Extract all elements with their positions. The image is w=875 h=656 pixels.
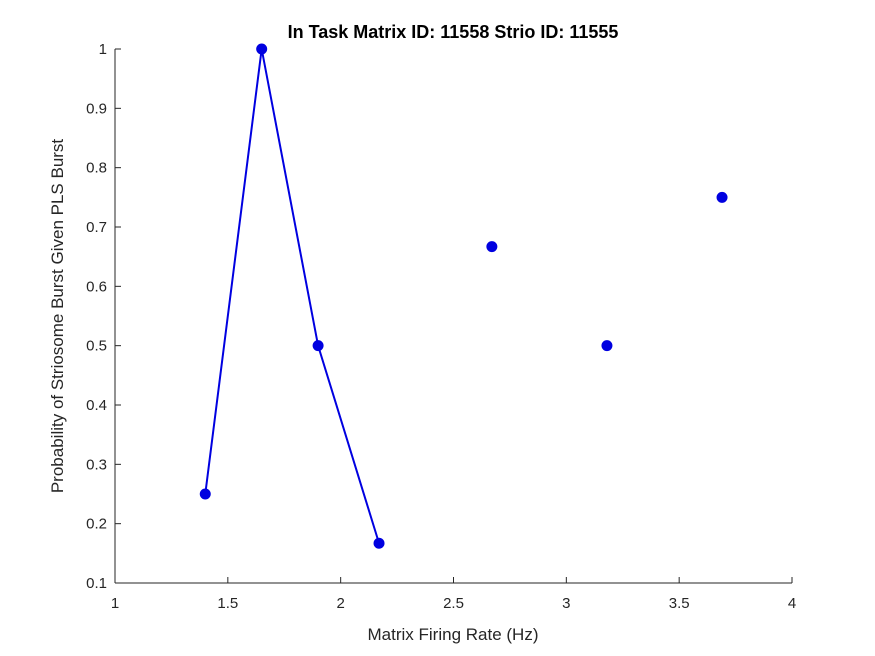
y-tick-label: 0.5 <box>86 338 107 355</box>
y-tick-label: 0.2 <box>86 516 107 533</box>
data-point <box>199 488 211 500</box>
x-tick-label: 1.5 <box>217 595 238 612</box>
y-tick-label: 0.8 <box>86 160 107 177</box>
y-tick-label: 0.3 <box>86 456 107 473</box>
y-tick-label: 1 <box>99 41 107 58</box>
y-tick-label: 0.4 <box>86 397 107 414</box>
x-axis-label: Matrix Firing Rate (Hz) <box>368 625 539 644</box>
y-axis-label: Probability of Striosome Burst Given PLS… <box>48 139 67 494</box>
data-point <box>256 43 268 55</box>
series-line <box>204 48 380 544</box>
x-tick-label: 3 <box>562 595 570 612</box>
plot-area: 1 1.5 2 2.5 3 3.5 4 0.1 0.2 0.3 0.4 0.5 0.6 0.7 0.8 0.9… <box>86 41 796 612</box>
data-point <box>312 340 324 352</box>
data-point <box>601 340 613 352</box>
data-point <box>373 537 385 549</box>
x-tick-label: 1 <box>111 595 119 612</box>
x-tick-label: 2.5 <box>443 595 464 612</box>
x-tick-label: 3.5 <box>669 595 690 612</box>
x-tick-label: 4 <box>788 595 796 612</box>
y-tick-label: 0.9 <box>86 100 107 117</box>
data-point <box>486 241 498 253</box>
y-tick-label: 0.1 <box>86 575 107 592</box>
chart-title: In Task Matrix ID: 11558 Strio ID: 11555 <box>288 22 619 42</box>
data-point <box>716 191 728 203</box>
y-tick-label: 0.6 <box>86 278 107 295</box>
y-tick-label: 0.7 <box>86 219 107 236</box>
x-tick-label: 2 <box>336 595 344 612</box>
